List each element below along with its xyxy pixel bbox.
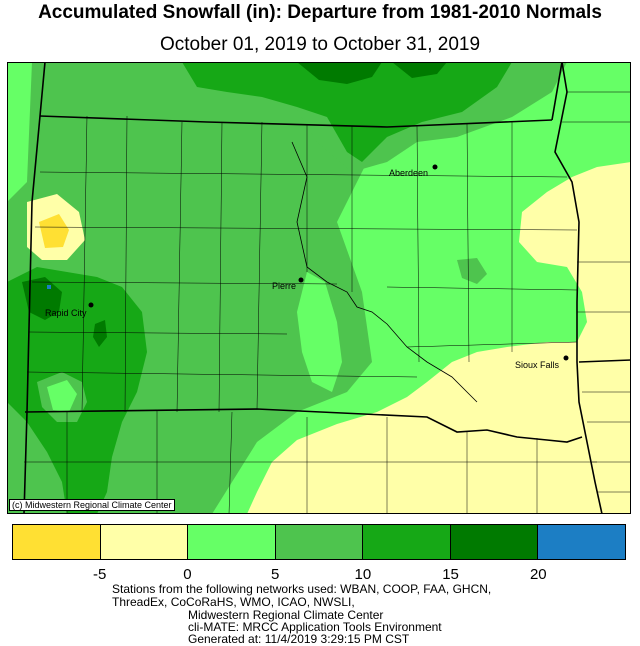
city-label: Rapid City: [45, 308, 87, 318]
city-label: Sioux Falls: [515, 360, 560, 370]
city-label: Aberdeen: [389, 168, 428, 178]
legend-swatch-2: [188, 525, 276, 559]
legend-tick-label: 20: [529, 566, 547, 583]
state-border-nd-mn: [551, 62, 563, 121]
city-dot: [88, 302, 94, 308]
state-border-mn-ia: [578, 359, 631, 363]
legend-swatch-0: [13, 525, 101, 559]
zone-15-to-20-north: [297, 62, 382, 84]
zone-20-plus-dot: [47, 285, 51, 289]
zone-10-to-15-north: [182, 62, 512, 162]
map-subtitle: October 01, 2019 to October 31, 2019: [159, 34, 481, 55]
city-sioux-falls: Sioux Falls: [515, 355, 569, 370]
city-dot: [432, 164, 438, 170]
legend-tick-label: 15: [442, 566, 459, 583]
state-border-nd-sd: [39, 115, 553, 128]
map-title: Accumulated Snowfall (in): Departure fro…: [38, 2, 602, 23]
zone-0-to-5-pierre: [297, 272, 342, 392]
footer-generated: Generated at: 11/4/2019 3:29:15 PM CST: [188, 632, 410, 646]
map-frame: [7, 62, 631, 514]
legend-tick-label: 10: [354, 566, 372, 583]
legend-tick-label: -5: [93, 566, 107, 583]
legend-swatch-4: [363, 525, 451, 559]
copyright-notice: (c) Midwestern Regional Climate Center: [9, 499, 175, 511]
missouri-river: [291, 141, 478, 403]
map-canvas: Aberdeen Pierre Rapid City Sioux Falls: [7, 62, 631, 514]
footer-networks-line2: ThreadEx, CoCoRaHS, WMO, ICAO, NWSLI,: [112, 595, 355, 609]
city-aberdeen: Aberdeen: [389, 164, 438, 178]
legend-tick-labels: -5 0 5 10 15 20: [12, 566, 626, 586]
legend-swatch-5: [450, 525, 539, 559]
legend-color-bar: [12, 524, 626, 560]
city-rapid-city: Rapid City: [45, 302, 94, 318]
legend-tick-label: 5: [270, 566, 280, 583]
county-lines: [24, 91, 631, 514]
legend-tick-label: 0: [183, 566, 192, 583]
footer-mrcc: Midwestern Regional Climate Center: [188, 608, 384, 622]
state-border-sd-mn: [554, 62, 603, 514]
zone-15-to-20-north-2: [392, 62, 447, 78]
legend-swatch-6: [538, 525, 626, 559]
zone-minus5-to-0-east: [247, 162, 631, 514]
footer-networks-line1: Stations from the following networks use…: [112, 582, 492, 596]
zone-15-to-20-black-hills: [22, 277, 62, 320]
zone-below-minus5-west: [39, 214, 69, 248]
city-dot: [563, 355, 569, 361]
city-dot: [298, 277, 304, 283]
legend-swatch-1: [100, 525, 189, 559]
legend-swatch-3: [275, 525, 364, 559]
snowfall-departure-map: Aberdeen Pierre Rapid City Sioux Falls: [7, 62, 631, 514]
zone-0-to-5-southwest-hole: [47, 380, 77, 412]
zone-5-to-10-east-spot: [457, 258, 487, 284]
city-label: Pierre: [272, 281, 296, 291]
footer-climate-tool: cli-MATE: MRCC Application Tools Environ…: [188, 620, 442, 634]
state-border-wy-sd: [23, 62, 46, 514]
state-border-sd-ne: [24, 408, 583, 443]
zone-15-to-20-rapid-city: [93, 320, 107, 347]
city-pierre: Pierre: [272, 277, 304, 291]
